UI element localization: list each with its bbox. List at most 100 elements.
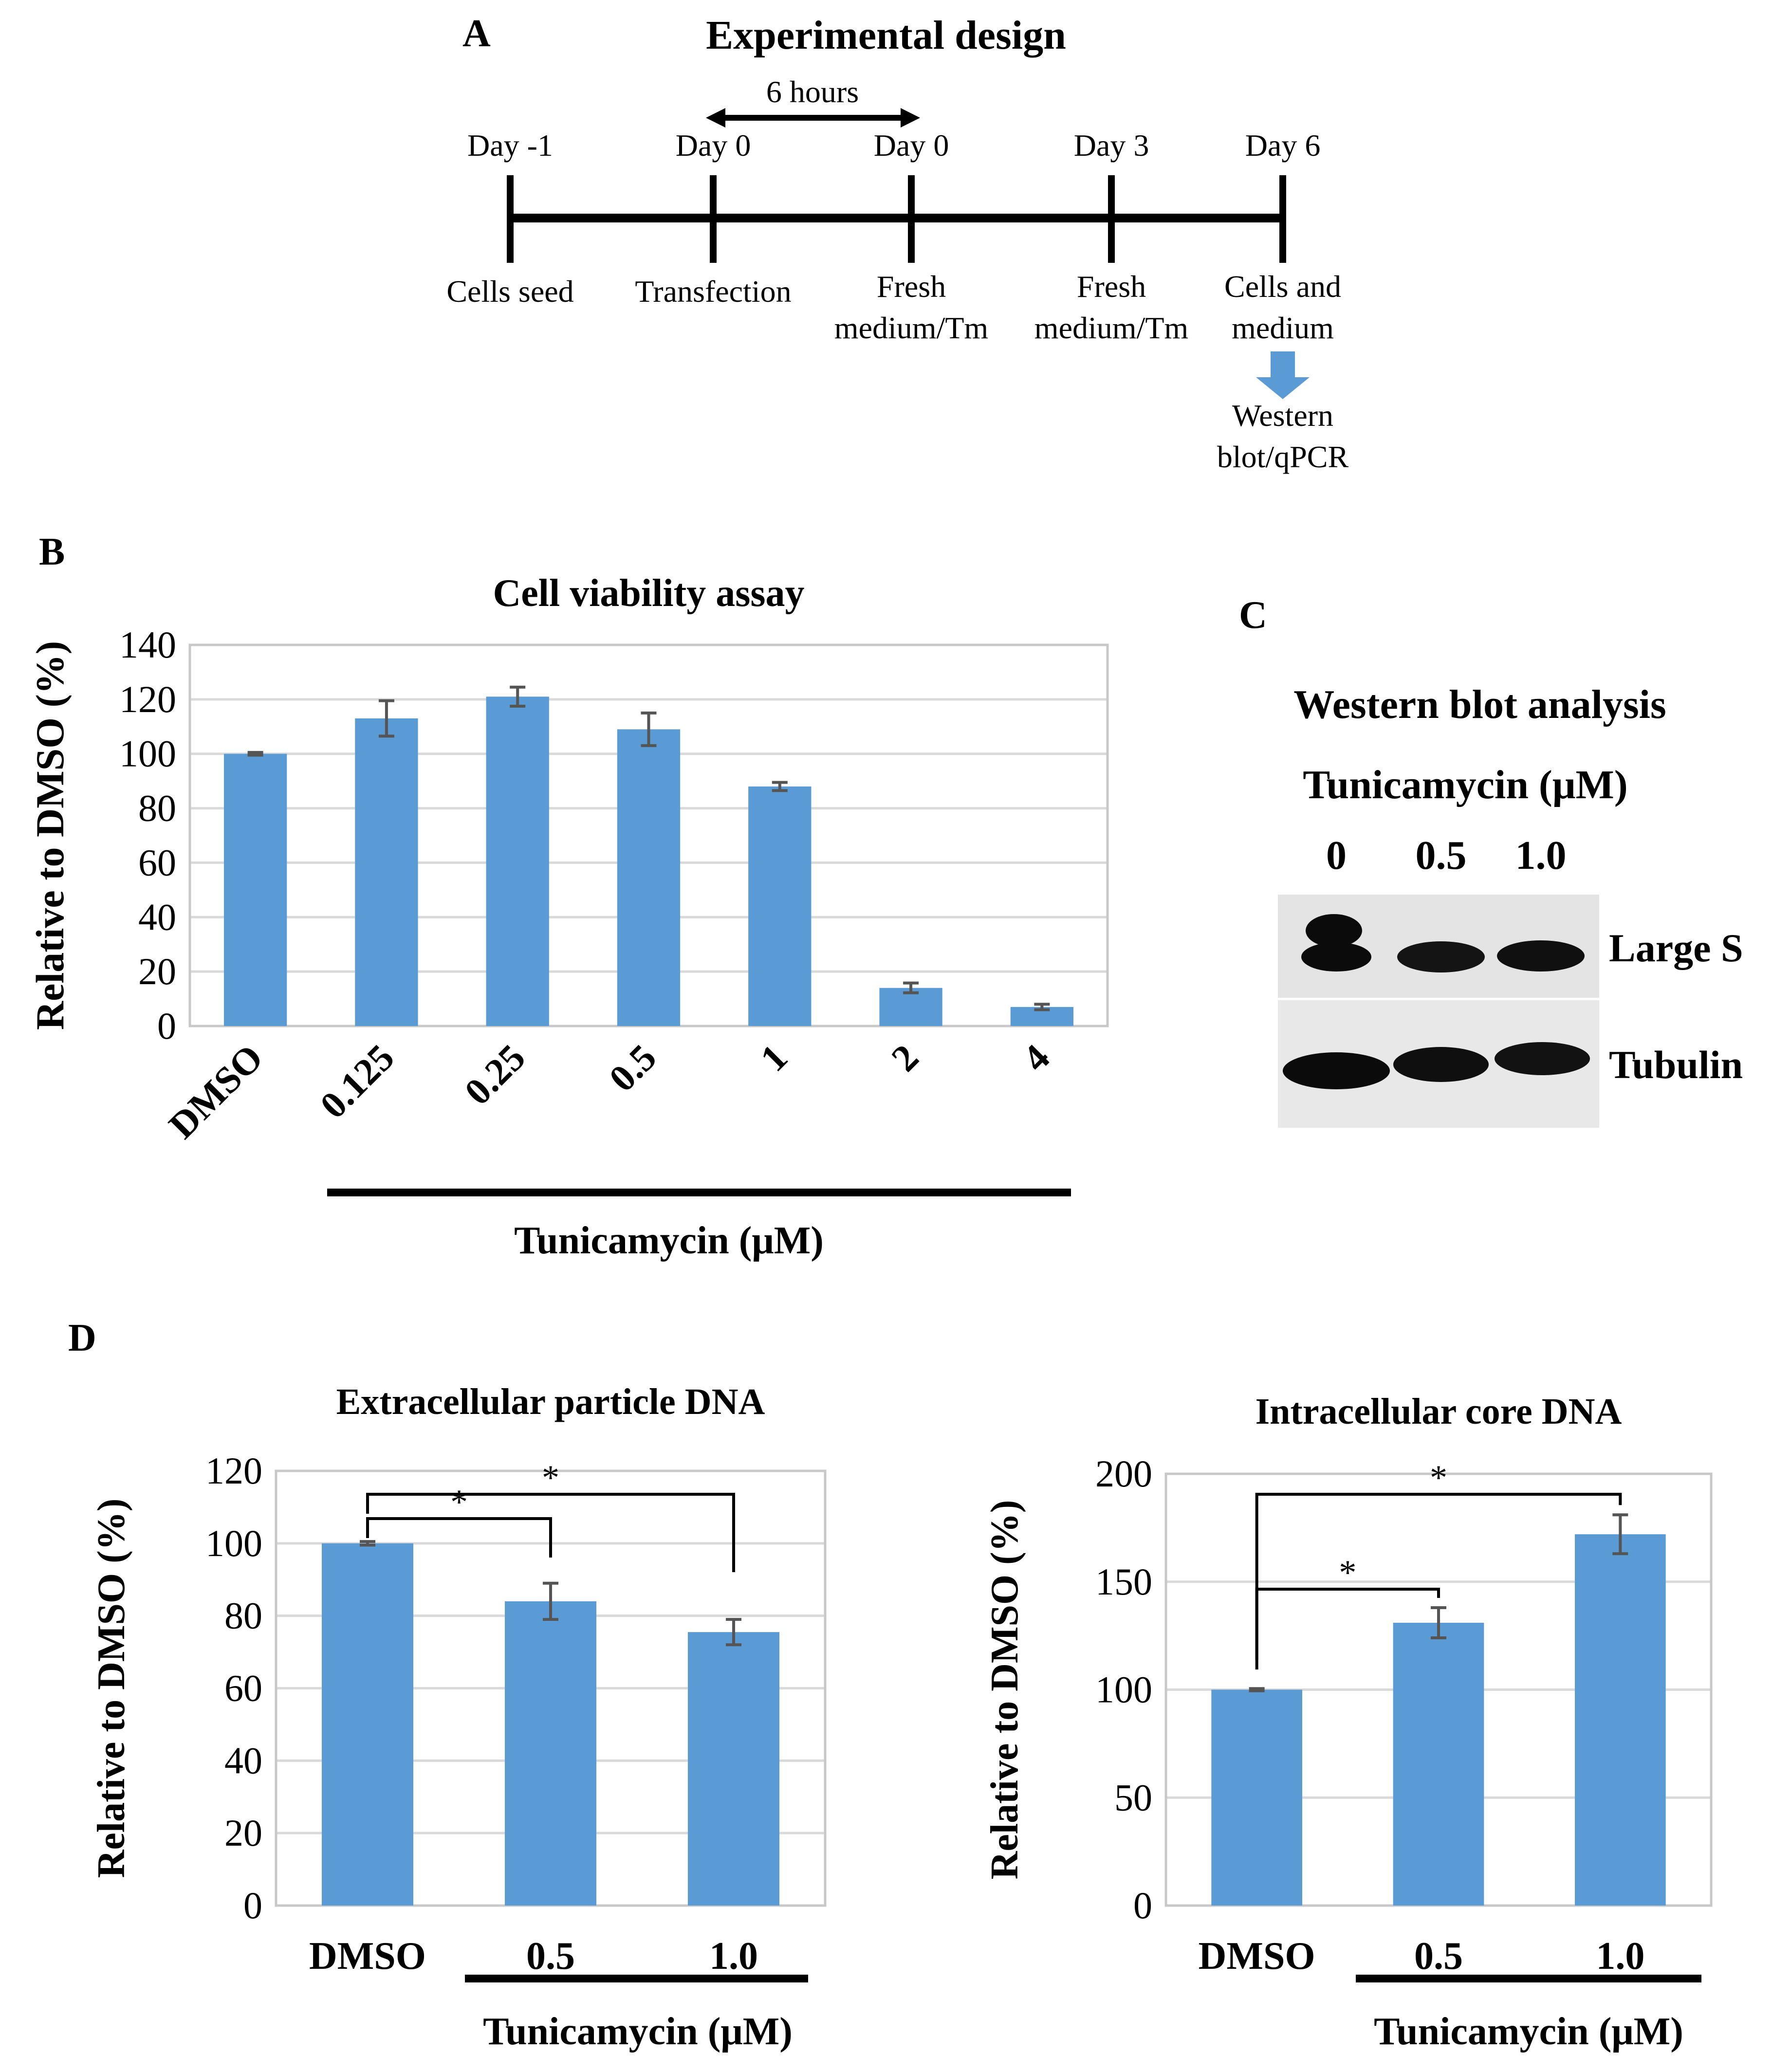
event-day: Day 0 <box>676 128 751 163</box>
timeline-event-3: Day 0 Fresh medium/Tm <box>834 128 988 345</box>
event-label-line-1: Cells and <box>1224 269 1341 304</box>
event-day: Day -1 <box>467 128 553 163</box>
output-label-line-2: blot/qPCR <box>1217 440 1349 474</box>
error-bar <box>903 981 919 994</box>
x-tick-label: 0.5 <box>601 1036 664 1100</box>
band-large-s <box>1397 941 1485 972</box>
band-large-s <box>1497 940 1585 972</box>
error-bar <box>247 751 263 757</box>
error-bar <box>543 1581 558 1621</box>
y-tick-label: 40 <box>224 1739 262 1781</box>
y-axis-label: Relative to DMSO (%) <box>28 641 72 1030</box>
bar <box>617 729 681 1026</box>
panel-a: A Experimental design 6 hours Day -1 Cel… <box>446 12 1348 474</box>
significance-label: * <box>450 1483 468 1522</box>
event-label-line-2: medium/Tm <box>834 311 988 345</box>
y-tick-label: 60 <box>224 1667 262 1709</box>
error-bar <box>726 1618 741 1647</box>
error-bar <box>641 711 657 747</box>
x-tick-label: 1.0 <box>709 1935 758 1978</box>
bar <box>355 718 418 1026</box>
x-tick-label: DMSO <box>161 1036 271 1147</box>
significance-label: * <box>542 1458 559 1497</box>
design-title: Experimental design <box>706 13 1066 58</box>
band-label-tubulin: Tubulin <box>1609 1043 1743 1087</box>
bar <box>1575 1534 1666 1906</box>
significance-bracket <box>366 1517 552 1558</box>
band-label-large-s: Large S <box>1609 926 1743 970</box>
timeline-event-5: Day 6 Cells and medium <box>1224 128 1341 345</box>
event-day: Day 6 <box>1245 128 1321 163</box>
lane-label: 0.5 <box>1416 833 1467 878</box>
western-treatment-label: Tunicamycin (μM) <box>1303 762 1628 807</box>
chart-d1-xlabel: Tunicamycin (μM) <box>483 2010 793 2053</box>
y-tick-label: 60 <box>138 841 176 883</box>
panel-label-b: B <box>39 531 65 573</box>
span-label: 6 hours <box>766 74 859 109</box>
x-tick-label: 0.125 <box>312 1036 402 1127</box>
y-tick-label: 50 <box>1114 1776 1152 1818</box>
bar <box>486 697 549 1026</box>
error-bar <box>1612 1513 1628 1556</box>
significance-bracket <box>366 1493 735 1572</box>
chart-title: Intracellular core DNA <box>1256 1391 1622 1432</box>
y-tick-label: 80 <box>138 787 176 829</box>
event-label-line-2: medium/Tm <box>1034 311 1188 345</box>
bar <box>1211 1689 1302 1906</box>
y-tick-label: 150 <box>1095 1560 1152 1603</box>
output-label-line-1: Western <box>1232 398 1333 433</box>
x-tick-label: 1 <box>752 1036 795 1080</box>
x-tick-label: 1.0 <box>1596 1935 1644 1978</box>
error-bar <box>1034 1003 1050 1011</box>
y-axis-label: Relative to DMSO (%) <box>983 1500 1026 1880</box>
bar <box>688 1632 779 1906</box>
timeline-event-4: Day 3 Fresh medium/Tm <box>1034 128 1188 345</box>
y-tick-label: 100 <box>205 1522 262 1564</box>
error-bar <box>510 685 526 708</box>
significance-label: * <box>1430 1458 1447 1497</box>
band-large-s-upper <box>1306 914 1362 947</box>
timeline-event-2: Day 0 Transfection <box>635 128 791 309</box>
down-arrow-icon <box>1256 351 1310 399</box>
chart-d2-xlabel: Tunicamycin (μM) <box>1374 2010 1683 2053</box>
western-title: Western blot analysis <box>1293 682 1666 727</box>
y-axis-label: Relative to DMSO (%) <box>90 1499 133 1878</box>
x-tick-label: 4 <box>1014 1036 1057 1080</box>
panel-b: B Cell viability assay020406080100120140… <box>28 531 1109 1262</box>
bar <box>224 753 287 1026</box>
panel-c: C Western blot analysis Tunicamycin (μM)… <box>1239 594 1743 1128</box>
significance-label: * <box>1339 1553 1356 1592</box>
y-tick-label: 200 <box>1095 1452 1152 1495</box>
chart-intracellular-dna: Intracellular core DNA 0 50 100 150 200 Relati… <box>983 1391 1713 1978</box>
x-tick-label: 0.5 <box>1414 1935 1463 1978</box>
lane-label: 0 <box>1326 833 1347 878</box>
band-tubulin <box>1495 1042 1590 1075</box>
x-tick-label: DMSO <box>309 1935 426 1978</box>
y-tick-label: 0 <box>1133 1884 1152 1926</box>
y-tick-label: 120 <box>205 1449 262 1492</box>
event-day: Day 0 <box>874 128 949 163</box>
x-tick-label: 0.5 <box>526 1935 575 1978</box>
y-tick-label: 20 <box>224 1812 262 1854</box>
bar <box>748 786 812 1026</box>
lane-label: 1.0 <box>1515 833 1567 878</box>
y-tick-label: 140 <box>119 623 176 666</box>
x-tick-label: 2 <box>883 1036 926 1080</box>
event-label: Transfection <box>635 274 791 309</box>
span-arrow-right-head <box>901 108 920 128</box>
event-day: Day 3 <box>1074 128 1149 163</box>
panel-d: D Extracellular particle DNA 0 20 40 60 80 100… <box>68 1317 1713 2053</box>
band-large-s <box>1301 942 1371 972</box>
y-tick-label: 0 <box>157 1005 176 1047</box>
chart-title: Extracellular particle DNA <box>336 1381 765 1422</box>
y-tick-label: 40 <box>138 896 176 938</box>
y-tick-label: 0 <box>243 1884 262 1926</box>
error-bar <box>1431 1606 1446 1640</box>
chart-b-xlabel: Tunicamycin (μM) <box>514 1219 824 1262</box>
chart-title: Cell viability assay <box>493 572 804 615</box>
x-tick-label: DMSO <box>1199 1935 1315 1978</box>
band-tubulin <box>1393 1047 1489 1082</box>
x-tick-label: 0.25 <box>456 1036 533 1113</box>
panel-label-c: C <box>1239 594 1267 637</box>
